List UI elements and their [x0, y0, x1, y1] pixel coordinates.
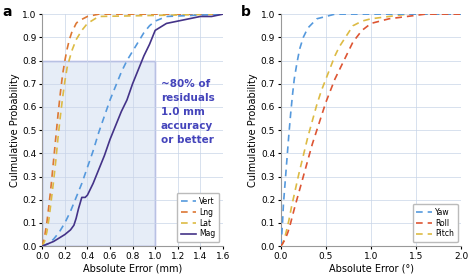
Bar: [42, 61, 155, 246]
X-axis label: Absolute Error (mm): Absolute Error (mm): [83, 263, 182, 273]
Legend: Vert, Lng, Lat, Mag: Vert, Lng, Lat, Mag: [177, 193, 219, 242]
Text: a: a: [2, 5, 12, 19]
Y-axis label: Culmulative Probability: Culmulative Probability: [9, 73, 19, 187]
Legend: Yaw, Roll, Pitch: Yaw, Roll, Pitch: [413, 204, 457, 242]
Text: ~80% of
residuals
1.0 mm
accuracy
or better: ~80% of residuals 1.0 mm accuracy or bet…: [161, 79, 215, 145]
Text: b: b: [241, 5, 251, 19]
X-axis label: Absolute Error (°): Absolute Error (°): [328, 263, 413, 273]
Y-axis label: Culmulative Probability: Culmulative Probability: [248, 73, 258, 187]
